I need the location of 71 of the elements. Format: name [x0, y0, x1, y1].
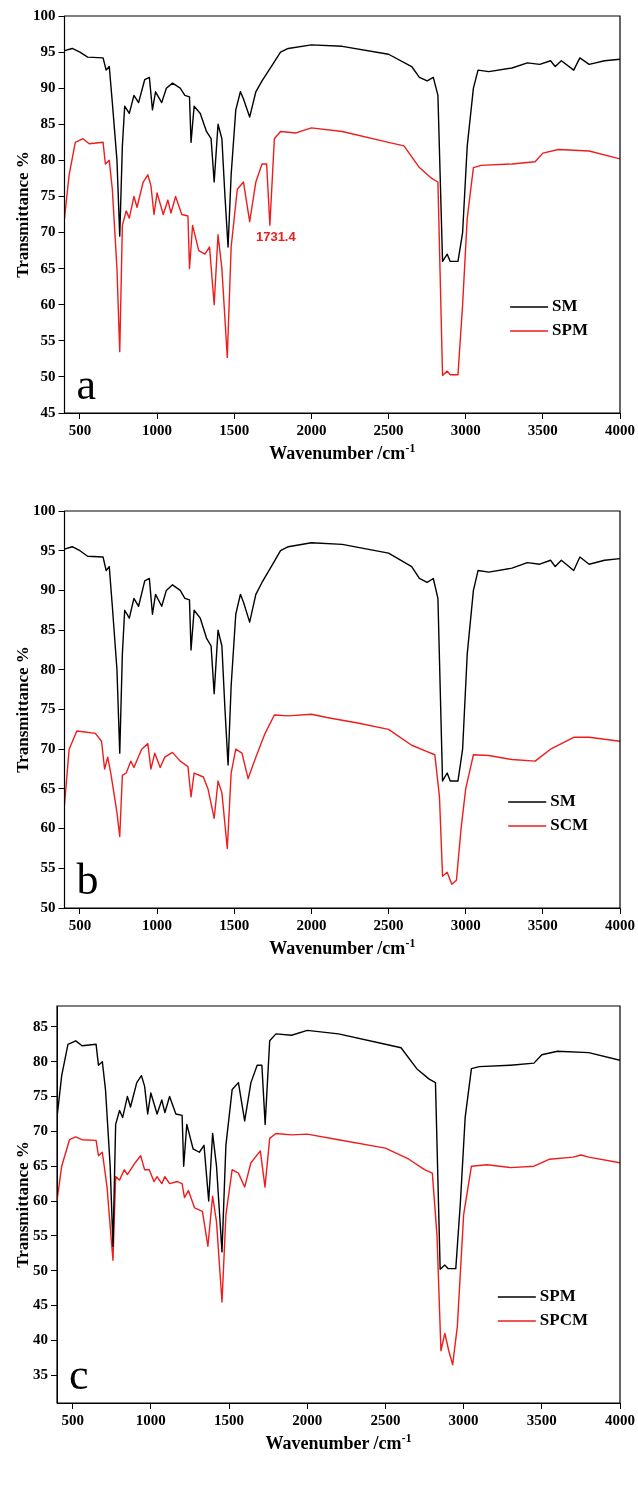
x-tick-label: 4000: [605, 916, 635, 933]
x-tick-label: 1000: [142, 421, 173, 438]
x-tick-label: 1000: [135, 1411, 166, 1428]
y-tick-label: 100: [33, 6, 56, 23]
x-tick-label: 3500: [527, 916, 558, 933]
y-axis-title: Transmittance %: [13, 1141, 32, 1268]
y-tick-label: 80: [40, 151, 56, 168]
x-tick-label: 1000: [142, 916, 173, 933]
y-tick-label: 70: [33, 1122, 48, 1139]
x-tick-label: 3000: [450, 916, 481, 933]
x-tick-label: 2500: [370, 1411, 401, 1428]
x-tick-label: 3000: [448, 1411, 479, 1428]
y-tick-label: 75: [40, 187, 56, 204]
y-tick-label: 70: [40, 740, 56, 757]
y-tick-label: 85: [40, 620, 56, 637]
x-tick-label: 3000: [450, 421, 481, 438]
annotation: b: [76, 855, 99, 904]
x-tick-label: 2500: [373, 916, 404, 933]
y-tick-label: 90: [40, 581, 56, 598]
x-tick-label: 2000: [292, 1411, 323, 1428]
y-tick-label: 100: [33, 501, 56, 518]
y-tick-label: 45: [40, 403, 56, 420]
x-tick-label: 2500: [373, 421, 404, 438]
legend-label: SCM: [550, 815, 588, 835]
y-tick-label: 80: [33, 1052, 48, 1069]
x-tick-label: 1500: [214, 1411, 245, 1428]
legend-label: SM: [552, 296, 578, 316]
x-tick-label: 3500: [527, 421, 558, 438]
legend-label: SM: [550, 791, 576, 811]
y-tick-label: 55: [40, 859, 56, 876]
y-tick-label: 65: [40, 779, 56, 796]
x-tick-label: 500: [68, 421, 92, 438]
y-tick-label: 65: [33, 1157, 48, 1174]
y-tick-label: 95: [40, 541, 56, 558]
y-tick-label: 90: [40, 79, 56, 96]
x-tick-label: 3500: [526, 1411, 557, 1428]
x-tick-label: 2000: [296, 916, 327, 933]
legend-label: SPM: [552, 320, 589, 340]
x-tick-label: 500: [68, 916, 92, 933]
y-axis-title: Transmittance %: [13, 151, 32, 278]
annotation: c: [69, 1350, 89, 1399]
y-tick-label: 75: [33, 1087, 48, 1104]
y-tick-label: 55: [40, 331, 56, 348]
y-tick-label: 95: [40, 42, 56, 59]
y-tick-label: 70: [40, 223, 56, 240]
y-tick-label: 60: [33, 1191, 48, 1208]
y-tick-label: 75: [40, 700, 56, 717]
y-axis-title: Transmittance %: [13, 646, 32, 773]
y-tick-label: 45: [33, 1296, 48, 1313]
x-tick-label: 1500: [219, 421, 250, 438]
x-tick-label: 500: [61, 1411, 84, 1428]
legend-label: SPCM: [539, 1310, 589, 1330]
x-tick-label: 1500: [219, 916, 250, 933]
y-tick-label: 50: [33, 1261, 48, 1278]
legend-label: SPM: [539, 1286, 576, 1306]
annotation: 1731.4: [255, 229, 297, 245]
y-tick-label: 65: [40, 259, 56, 276]
y-tick-label: 85: [33, 1017, 48, 1034]
y-tick-label: 35: [33, 1366, 48, 1383]
y-tick-label: 80: [40, 660, 56, 677]
y-tick-label: 50: [40, 898, 56, 915]
y-tick-label: 85: [40, 115, 56, 132]
y-tick-label: 55: [33, 1226, 48, 1243]
x-tick-label: 4000: [605, 1411, 635, 1428]
annotation: a: [76, 360, 97, 409]
x-tick-label: 4000: [605, 421, 635, 438]
y-tick-label: 60: [40, 819, 56, 836]
y-tick-label: 50: [40, 367, 56, 384]
x-tick-label: 2000: [296, 421, 327, 438]
y-tick-label: 40: [33, 1331, 48, 1348]
y-tick-label: 60: [40, 295, 56, 312]
